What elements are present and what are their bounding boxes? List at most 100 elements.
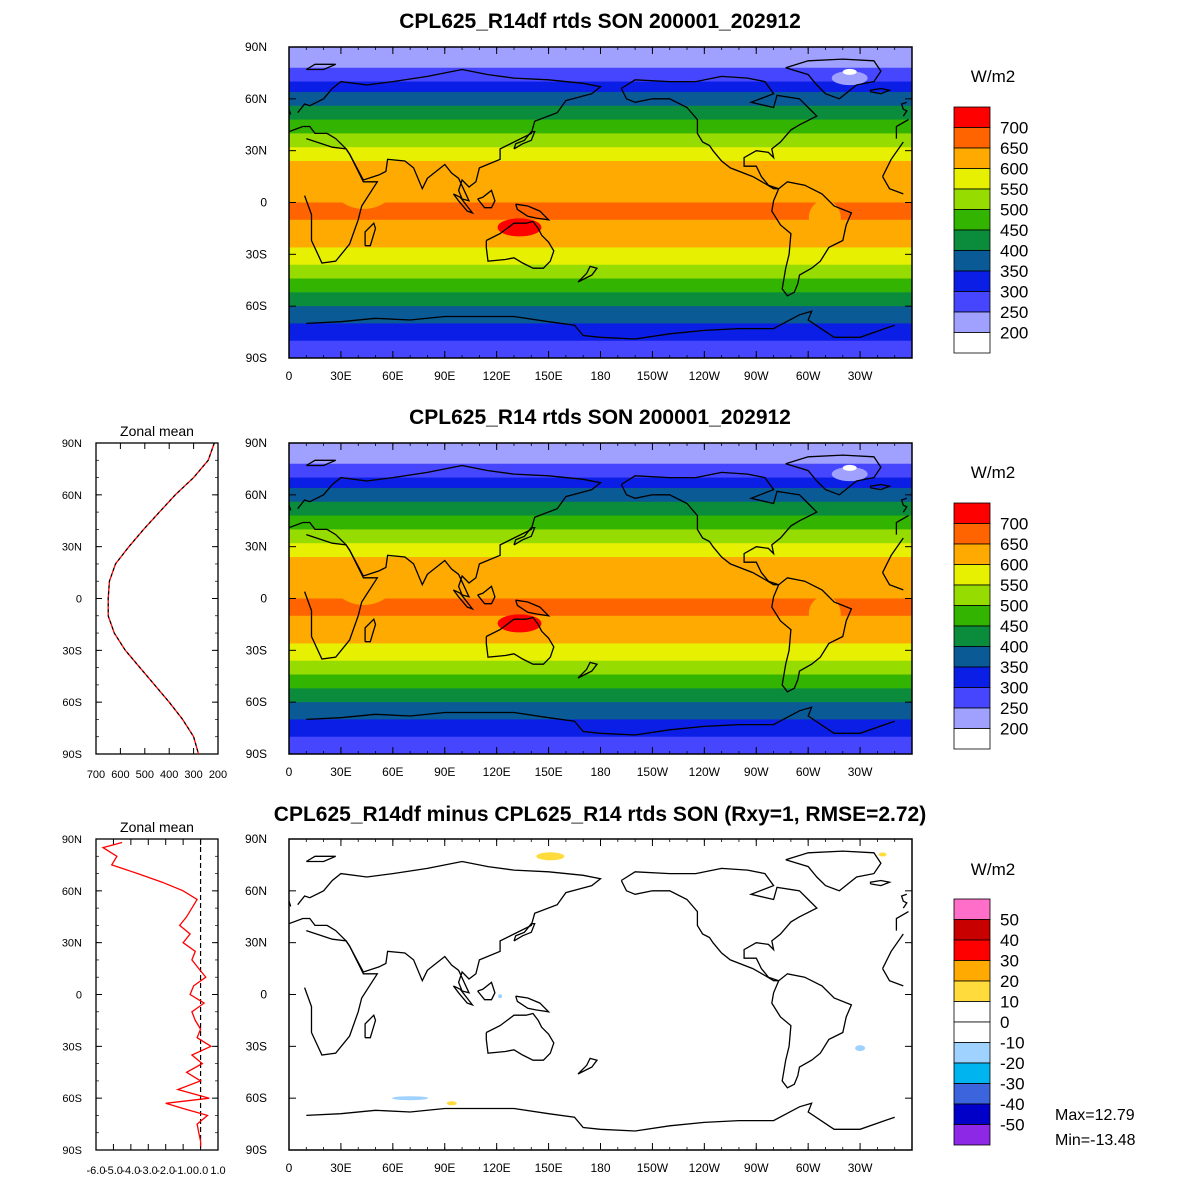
coastline-madagascar [364, 1013, 377, 1039]
field-band [289, 330, 912, 335]
x-tick-label: 180 [590, 1161, 610, 1175]
difference-region [446, 1101, 457, 1106]
colorbar-box [953, 564, 991, 586]
panel2-axes: 0 30E 60E 90E 120E 150E 180 150W 120W 90W 60W 30W 90… [245, 436, 913, 779]
y-tick-label: 0 [260, 196, 267, 210]
x-tick-label: 120W [689, 1161, 721, 1175]
x-tick-label: 30E [330, 765, 351, 779]
field-band [289, 584, 912, 589]
field-band [289, 147, 912, 152]
field-band [289, 677, 912, 683]
x-tick-label: 60W [796, 765, 821, 779]
colorbar-label: 0 [1000, 1013, 1009, 1032]
field-band [289, 522, 912, 527]
field-band [289, 157, 912, 162]
field-band [289, 577, 912, 582]
colorbar-label: -10 [1000, 1034, 1025, 1053]
colorbar-box [953, 332, 991, 354]
y-tick-label: 30N [245, 936, 267, 950]
zonal-mean-y-label: 90S [62, 1145, 82, 1157]
x-tick-label: 30W [848, 765, 873, 779]
difference-region [392, 1096, 429, 1101]
colorbar3-unit: W/m2 [971, 860, 1015, 879]
x-tick-label: 90E [434, 1161, 455, 1175]
field-band [289, 212, 912, 217]
x-tick-label: 180 [590, 765, 610, 779]
field-band [289, 557, 912, 562]
zonal-mean-y-label: 60N [62, 886, 82, 898]
zonal-mean-x-label: -3.0 [139, 1165, 158, 1177]
colorbar-label: 40 [1000, 931, 1019, 950]
y-tick-label: 60N [245, 884, 267, 898]
field-band [289, 112, 912, 117]
field-region-greenland-min [842, 68, 857, 75]
difference-region [878, 852, 887, 857]
field-band [289, 254, 912, 259]
field-band [289, 563, 912, 568]
field-band [289, 154, 912, 159]
y-tick-label: 60S [246, 299, 267, 313]
field-band [289, 671, 912, 676]
field-band [289, 712, 912, 717]
field-band [289, 88, 912, 93]
y-tick-label: 60S [246, 695, 267, 709]
field-band [289, 140, 912, 145]
coastline-iceland [869, 87, 892, 95]
zonal-mean-y-label: 0 [76, 990, 82, 1002]
field-band [289, 709, 912, 714]
colorbar-label: 450 [1000, 617, 1028, 636]
zonal-mean-x-label: 600 [111, 769, 129, 781]
difference-region [536, 852, 565, 861]
field-band [289, 247, 912, 252]
field-band [289, 230, 912, 235]
colorbar-box [953, 168, 991, 190]
field-band [289, 698, 912, 703]
colorbar-label: 700 [1000, 515, 1028, 534]
colorbar-label: 650 [1000, 535, 1028, 554]
colorbar-box [953, 1062, 991, 1084]
coastline-namerica [620, 867, 818, 982]
coastline-antarctica [306, 310, 895, 340]
field-band [289, 722, 912, 727]
field-band [289, 257, 912, 262]
field-band [289, 515, 912, 520]
coastline-greenland [785, 58, 882, 100]
y-tick-label: 30N [245, 540, 267, 554]
field-band [289, 591, 912, 596]
field-band [289, 664, 912, 669]
field-band [289, 302, 912, 307]
field-band [289, 615, 912, 620]
field-band [289, 681, 912, 686]
field-band [289, 719, 912, 724]
zonal-mean-y-label: 30N [62, 542, 82, 554]
field-band [289, 164, 912, 169]
panel3-map-field [289, 839, 912, 1150]
coastline-antarctica [306, 1102, 895, 1132]
x-tick-label: 90E [434, 369, 455, 383]
field-band [289, 529, 912, 534]
y-tick-label: 90N [245, 436, 267, 450]
y-tick-label: 0 [260, 988, 267, 1002]
coastline-borneo [477, 981, 496, 1001]
field-band [289, 313, 912, 318]
field-background [289, 839, 912, 1150]
field-band [289, 501, 912, 506]
field-region-africa [333, 560, 394, 605]
field-band [289, 636, 912, 641]
stat-min: Min=-13.48 [1055, 1132, 1136, 1149]
field-band [289, 347, 912, 352]
field-band [289, 715, 912, 721]
field-band [289, 619, 912, 624]
zonal-mean-y-label: 30S [62, 1041, 82, 1053]
zonal-mean-1-label: Zonal mean [120, 423, 194, 439]
field-band [289, 233, 912, 238]
x-tick-label: 60W [796, 369, 821, 383]
field-band [289, 178, 912, 183]
field-band [289, 226, 912, 231]
colorbar-label: 20 [1000, 972, 1019, 991]
coastline-newguinea [515, 203, 551, 221]
y-tick-label: 30S [246, 1039, 267, 1053]
field-band [289, 560, 912, 565]
field-band [289, 74, 912, 79]
